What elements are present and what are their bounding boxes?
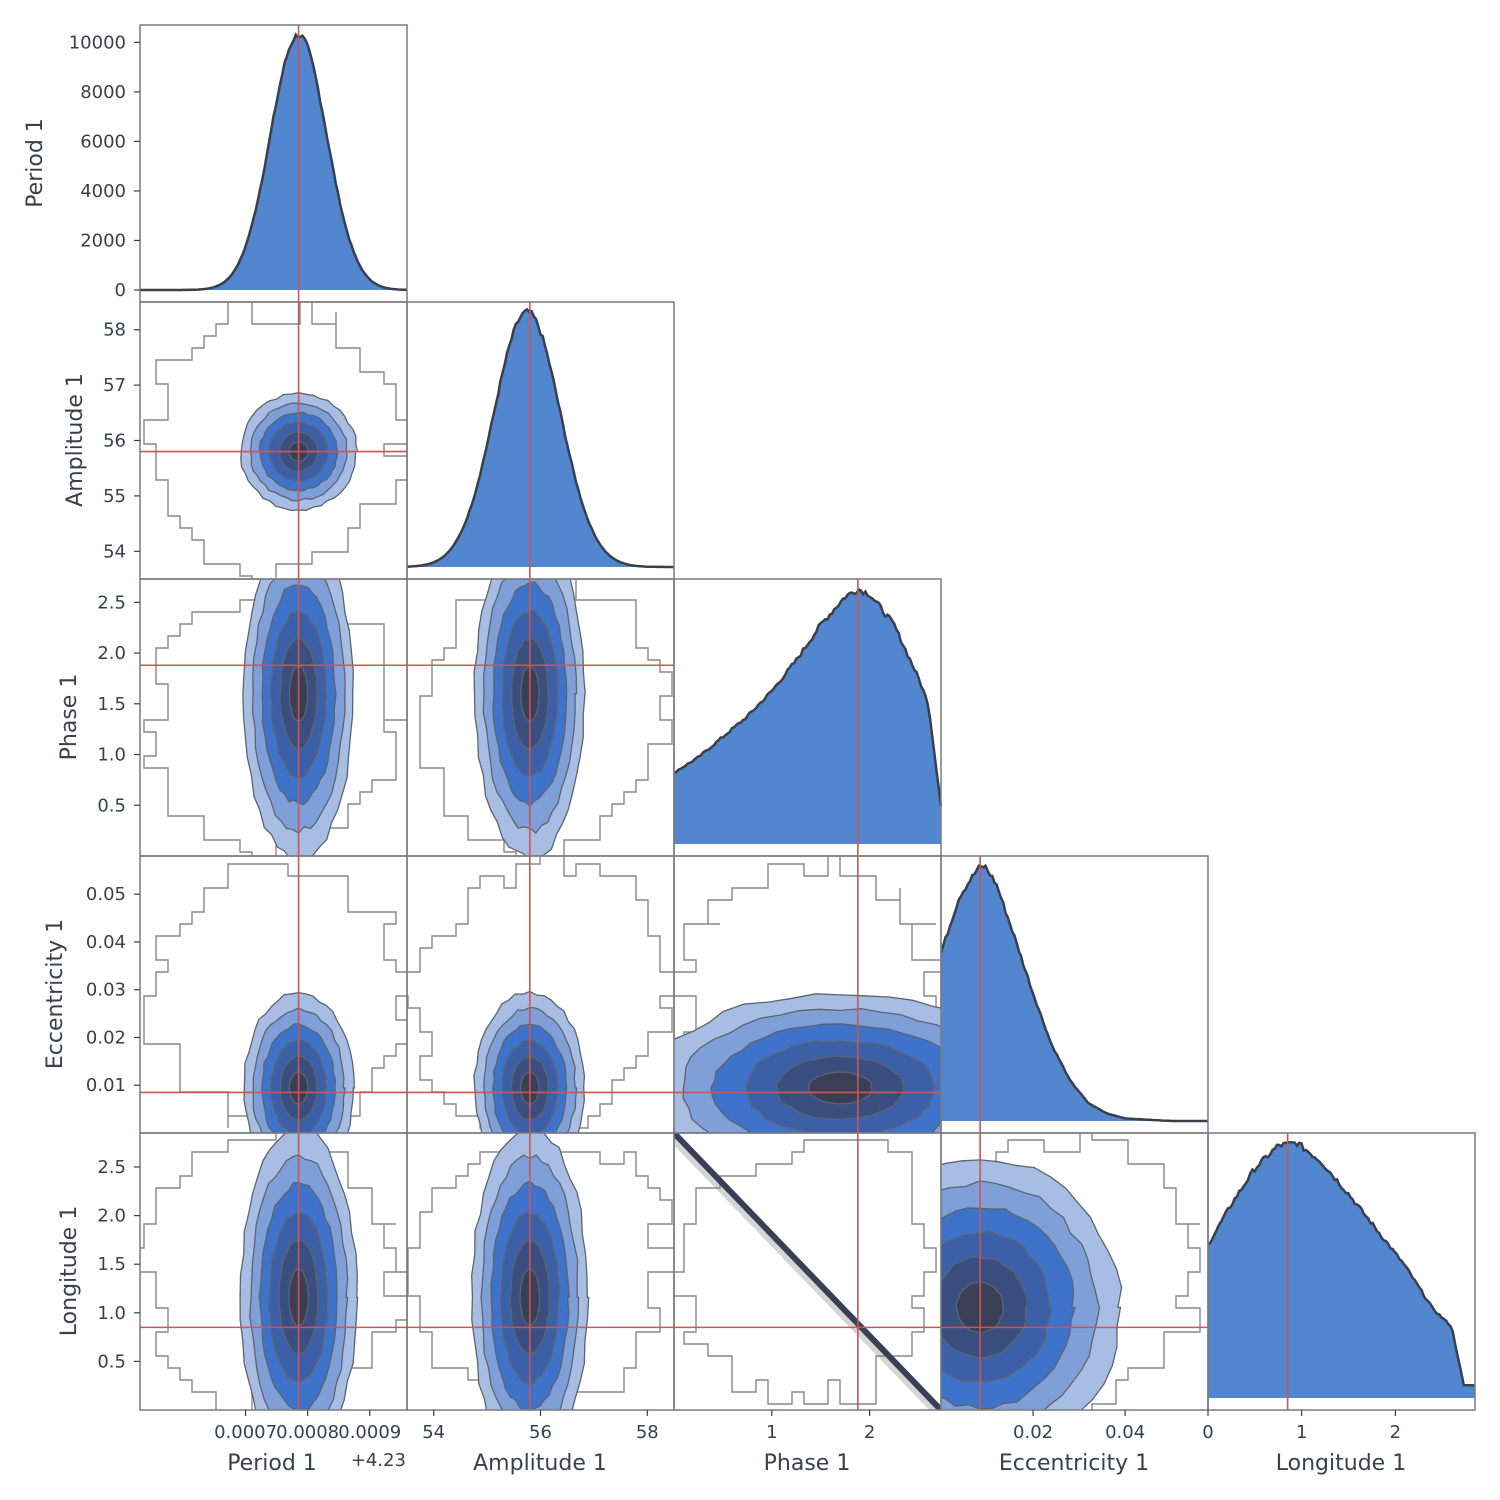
marginal-fill-phase-1 xyxy=(674,589,941,844)
panel-phase-1-marginal xyxy=(673,578,943,857)
panel-contents xyxy=(140,1133,407,1410)
panel-contents xyxy=(407,1133,674,1410)
y-tick-label-eccentricity-1-1: 0.02 xyxy=(86,1027,126,1048)
x-tick-label-phase-1-1: 2 xyxy=(864,1422,875,1443)
x-tick-label-longitude-1-0: 0 xyxy=(1202,1422,1213,1443)
y-tick-label-longitude-1-3: 2.0 xyxy=(97,1206,126,1227)
ticks-layer: 0.0007 0.0008 0.0009 54 56 58 1 2 0.02 0.04 0 1 2 0 20… xyxy=(69,32,1401,1443)
panel-contents xyxy=(674,1133,941,1410)
panels-layer: 0.0007 0.0008 0.0009 54 56 58 1 2 0.02 0.04 0 1 2 0 20… xyxy=(69,24,1476,1443)
panel-period-1-vs-phase-1 xyxy=(139,578,408,857)
marginal-fill-longitude-1 xyxy=(1208,1142,1475,1398)
y-tick-label-phase-1-0: 0.5 xyxy=(97,795,126,816)
panel-contents xyxy=(140,302,407,579)
panel-contents xyxy=(140,579,407,856)
x-axis-label-amplitude: Amplitude 1 xyxy=(473,1451,607,1476)
y-tick-label-amplitude-1-3: 57 xyxy=(103,375,126,396)
x-tick-label-period-1-2: 0.0009 xyxy=(338,1422,401,1443)
y-tick-label-period-1-2: 4000 xyxy=(80,181,126,202)
panel-amplitude-1-vs-phase-1 xyxy=(406,578,675,857)
y-axis-label-amplitude: Amplitude 1 xyxy=(63,373,88,507)
y-tick-label-period-1-5: 10000 xyxy=(69,32,126,53)
x-tick-label-amplitude-1-0: 54 xyxy=(422,1422,445,1443)
contour-band-core xyxy=(674,1133,941,1410)
y-tick-label-period-1-3: 6000 xyxy=(80,131,126,152)
marginal-fill-eccentricity-1 xyxy=(941,865,1208,1121)
contour-outlier-outline xyxy=(407,856,674,1129)
y-tick-label-phase-1-2: 1.5 xyxy=(97,694,126,715)
panel-longitude-1-marginal xyxy=(1207,1132,1476,1411)
y-tick-label-eccentricity-1-0: 0.01 xyxy=(86,1075,126,1096)
x-axis-offset-label: +4.23 xyxy=(351,1450,406,1471)
x-axis-label-period: Period 1 xyxy=(227,1451,317,1476)
y-tick-label-longitude-1-1: 1.0 xyxy=(97,1303,126,1324)
y-tick-label-phase-1-4: 2.5 xyxy=(97,592,126,613)
panel-contents xyxy=(407,579,674,856)
y-tick-label-longitude-1-0: 0.5 xyxy=(97,1351,126,1372)
panel-period-1-marginal xyxy=(139,24,408,303)
contour-outlier-outline xyxy=(143,302,407,579)
marginal-fill-period-1 xyxy=(140,34,407,291)
x-tick-label-period-1-0: 0.0007 xyxy=(214,1422,277,1443)
panel-period-1-vs-longitude-1 xyxy=(139,1132,408,1411)
y-tick-label-eccentricity-1-3: 0.04 xyxy=(86,932,126,953)
x-tick-label-longitude-1-1: 1 xyxy=(1296,1422,1307,1443)
y-axis-label-longitude: Longitude 1 xyxy=(57,1206,82,1336)
marginal-line-eccentricity-1 xyxy=(939,863,1208,1123)
x-tick-label-longitude-1-2: 2 xyxy=(1390,1422,1401,1443)
y-axis-label-phase: Phase 1 xyxy=(57,674,82,761)
x-tick-label-amplitude-1-2: 58 xyxy=(636,1422,659,1443)
panel-period-1-vs-amplitude-1 xyxy=(139,301,408,580)
y-tick-label-amplitude-1-4: 58 xyxy=(103,320,126,341)
y-axis-label-eccentricity: Eccentricity 1 xyxy=(43,919,68,1069)
contour-band-outer xyxy=(674,1134,941,1410)
contour-outlier-outline xyxy=(407,1151,674,1410)
x-tick-label-phase-1-0: 1 xyxy=(766,1422,777,1443)
panel-phase-1-vs-longitude-1 xyxy=(673,1132,942,1411)
panel-frame xyxy=(940,1132,1209,1411)
marginal-line-period-1 xyxy=(140,32,407,292)
panel-amplitude-1-vs-eccentricity-1 xyxy=(406,855,675,1134)
panel-amplitude-1-marginal xyxy=(406,301,675,580)
marginal-line-amplitude-1 xyxy=(406,307,674,569)
x-axis-label-eccentricity: Eccentricity 1 xyxy=(999,1451,1149,1476)
x-tick-label-period-1-1: 0.0008 xyxy=(276,1422,339,1443)
x-axis-label-longitude: Longitude 1 xyxy=(1276,1451,1406,1476)
axis-labels-layer: Period 1 Amplitude 1 Phase 1 Eccentricit… xyxy=(23,118,1406,1476)
panel-amplitude-1-vs-longitude-1 xyxy=(406,1132,675,1411)
y-tick-label-longitude-1-2: 1.5 xyxy=(97,1254,126,1275)
marginal-line-longitude-1 xyxy=(1207,1140,1476,1387)
x-axis-label-phase: Phase 1 xyxy=(764,1451,851,1476)
panel-contents xyxy=(674,856,941,1133)
marginal-fill-amplitude-1 xyxy=(407,309,674,567)
y-tick-label-eccentricity-1-2: 0.03 xyxy=(86,980,126,1001)
y-axis-label-period: Period 1 xyxy=(23,118,48,208)
y-tick-label-period-1-4: 8000 xyxy=(80,82,126,103)
panel-phase-1-vs-eccentricity-1 xyxy=(673,855,942,1134)
panel-contents xyxy=(140,856,407,1133)
x-tick-label-amplitude-1-1: 56 xyxy=(529,1422,552,1443)
panel-contents xyxy=(407,856,674,1133)
x-tick-label-eccentricity-1-1: 0.04 xyxy=(1105,1422,1145,1443)
y-tick-label-eccentricity-1-4: 0.05 xyxy=(86,884,126,905)
y-tick-label-period-1-1: 2000 xyxy=(80,230,126,251)
panel-eccentricity-1-vs-longitude-1 xyxy=(940,1132,1209,1411)
y-tick-label-longitude-1-4: 2.5 xyxy=(97,1157,126,1178)
panel-contents xyxy=(941,1133,1208,1410)
panel-eccentricity-1-marginal xyxy=(939,855,1209,1134)
y-tick-label-amplitude-1-2: 56 xyxy=(103,431,126,452)
contour-outlier-outline xyxy=(674,1139,937,1405)
x-tick-label-eccentricity-1-0: 0.02 xyxy=(1013,1422,1053,1443)
marginal-line-phase-1 xyxy=(673,587,943,806)
y-tick-label-phase-1-1: 1.0 xyxy=(97,745,126,766)
contour-level-6 xyxy=(807,1071,873,1105)
y-tick-label-amplitude-1-0: 54 xyxy=(103,541,126,562)
y-tick-label-amplitude-1-1: 55 xyxy=(103,486,126,507)
contour-outlier-outline xyxy=(419,579,673,856)
panel-period-1-vs-eccentricity-1 xyxy=(139,855,408,1134)
y-tick-label-phase-1-3: 2.0 xyxy=(97,643,126,664)
y-tick-label-period-1-0: 0 xyxy=(115,280,126,301)
